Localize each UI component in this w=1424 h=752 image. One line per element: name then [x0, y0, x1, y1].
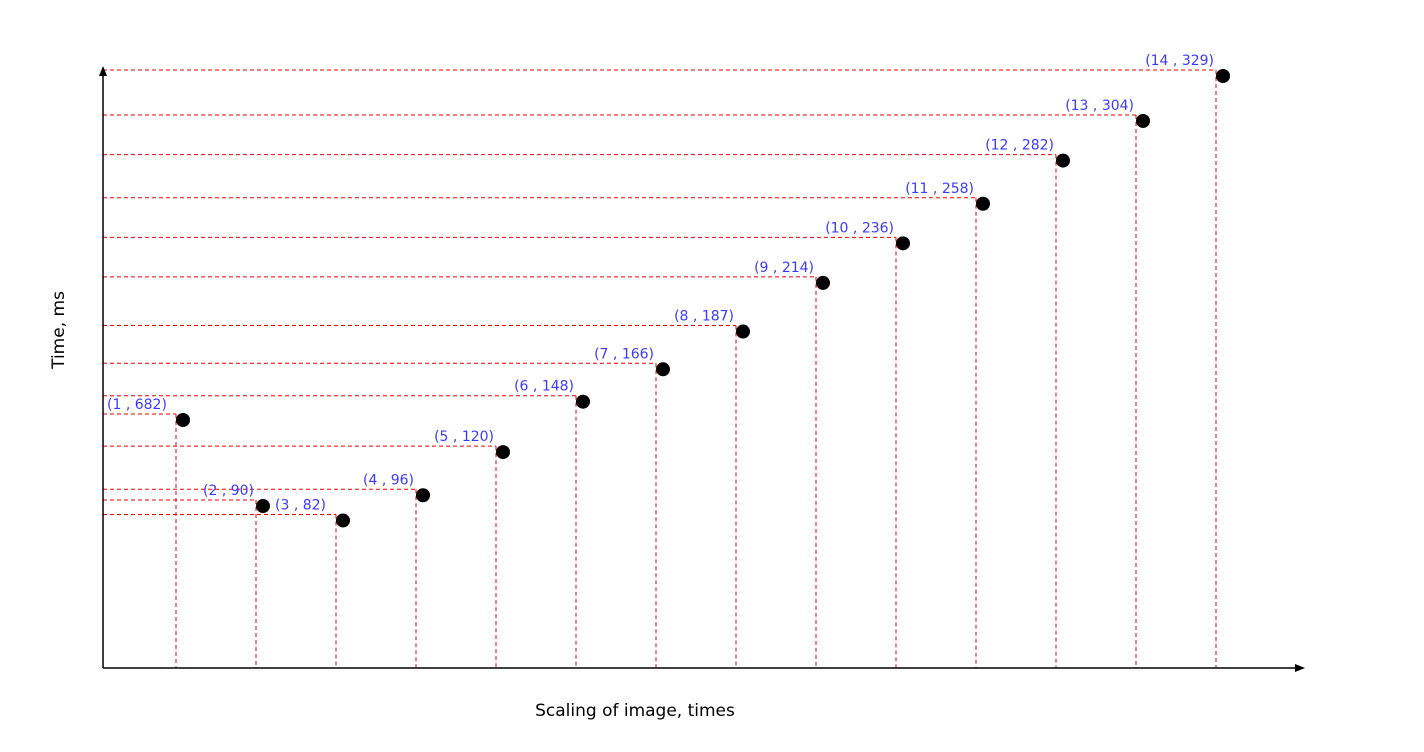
point-label: (7 , 166) [594, 346, 654, 362]
data-point [1136, 113, 1150, 128]
x-axis-title: Scaling of image, times [535, 701, 735, 721]
point-label: (12 , 282) [985, 138, 1054, 154]
data-point [416, 488, 430, 503]
data-point [176, 413, 190, 427]
data-point [816, 275, 830, 290]
point-label: (3 , 82) [275, 497, 326, 513]
data-point [656, 362, 670, 377]
y-axis-title: Time, ms [49, 291, 69, 370]
point-label: (6 , 148) [514, 379, 574, 395]
data-point [736, 324, 750, 339]
point-label: (1 , 682) [107, 397, 167, 413]
point-label: (9 , 214) [754, 260, 814, 276]
data-point [1216, 69, 1230, 83]
data-point [896, 236, 910, 251]
point-label: (2 , 90) [203, 483, 254, 499]
data-points [176, 69, 1230, 528]
data-point [256, 499, 270, 514]
point-label: (13 , 304) [1065, 98, 1134, 114]
point-label: (4 , 96) [363, 472, 414, 488]
point-label: (5 , 120) [434, 429, 494, 445]
data-point [976, 196, 990, 211]
data-point [496, 445, 510, 460]
point-label: (8 , 187) [674, 309, 734, 325]
point-labels: (1 , 682) (2 , 90) (3 , 82) (4 , 96) (5 , 12… [107, 53, 1214, 513]
data-point [336, 513, 350, 528]
data-point [576, 394, 590, 409]
guide-lines [103, 69, 1217, 668]
point-label: (10 , 236) [825, 220, 894, 236]
data-point [1056, 153, 1070, 168]
point-label: (11 , 258) [905, 181, 974, 197]
point-label: (14 , 329) [1145, 53, 1214, 69]
